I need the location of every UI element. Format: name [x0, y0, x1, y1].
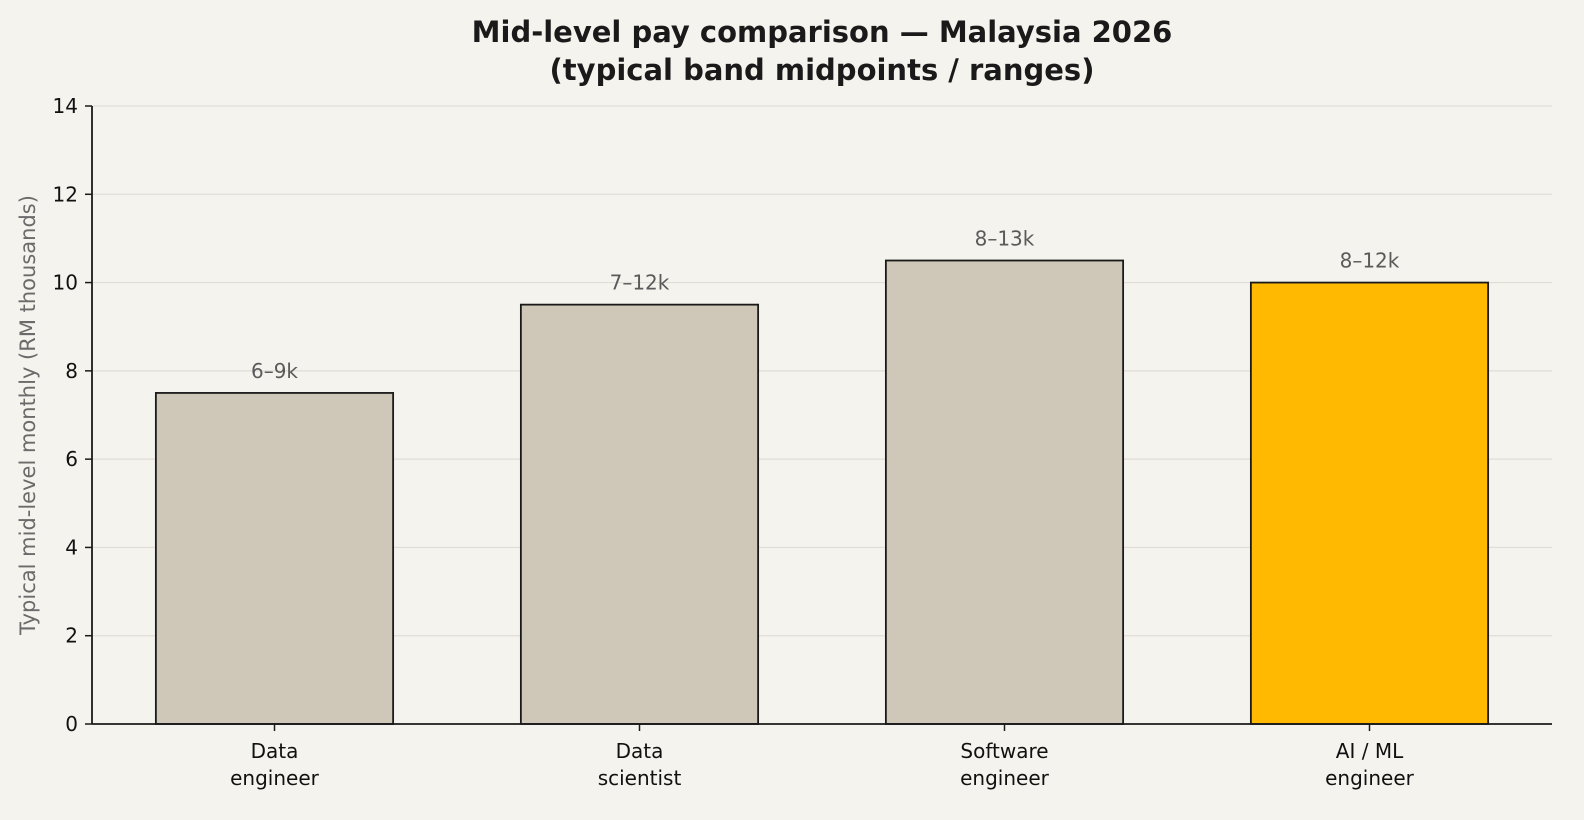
bar-value-label-3: 8–12k [1340, 249, 1400, 273]
chart-title-line-1: Mid-level pay comparison — Malaysia 2026 [472, 15, 1173, 49]
bar-2 [884, 259, 1125, 725]
x-category-label-2-1: engineer [960, 766, 1050, 790]
bar-value-label-1: 7–12k [610, 271, 670, 295]
x-category-label-1-1: scientist [598, 766, 682, 790]
y-tick-label-2: 2 [65, 624, 78, 648]
bars-layer [154, 259, 1490, 725]
y-tick-label-12: 12 [53, 182, 78, 206]
x-category-label-3-0: AI / ML [1336, 739, 1404, 763]
x-category-label-0-0: Data [251, 739, 299, 763]
bar-3 [1249, 281, 1490, 725]
bar-0 [154, 392, 395, 725]
x-category-label-1-0: Data [616, 739, 664, 763]
y-tick-label-14: 14 [53, 94, 78, 118]
axes-layer [85, 105, 1552, 731]
bar-value-label-2: 8–13k [975, 227, 1035, 251]
x-category-label-0-1: engineer [230, 766, 320, 790]
y-axis-label: Typical mid-level monthly (RM thousands) [16, 195, 40, 636]
y-tick-label-4: 4 [65, 535, 78, 559]
y-tick-label-8: 8 [65, 359, 78, 383]
y-tick-label-10: 10 [53, 271, 78, 295]
bar-value-label-0: 6–9k [251, 359, 298, 383]
x-category-label-2-0: Software [960, 739, 1048, 763]
y-tick-label-6: 6 [65, 447, 78, 471]
labels-layer: 0 2 4 6 8 10 12 14 6–9k Data engineer 7–12k Data scie… [53, 94, 1415, 790]
chart-title-line-2: (typical band midpoints / ranges) [550, 53, 1095, 87]
y-tick-label-0: 0 [65, 712, 78, 736]
x-category-label-3-1: engineer [1325, 766, 1415, 790]
bar-1 [519, 303, 760, 725]
